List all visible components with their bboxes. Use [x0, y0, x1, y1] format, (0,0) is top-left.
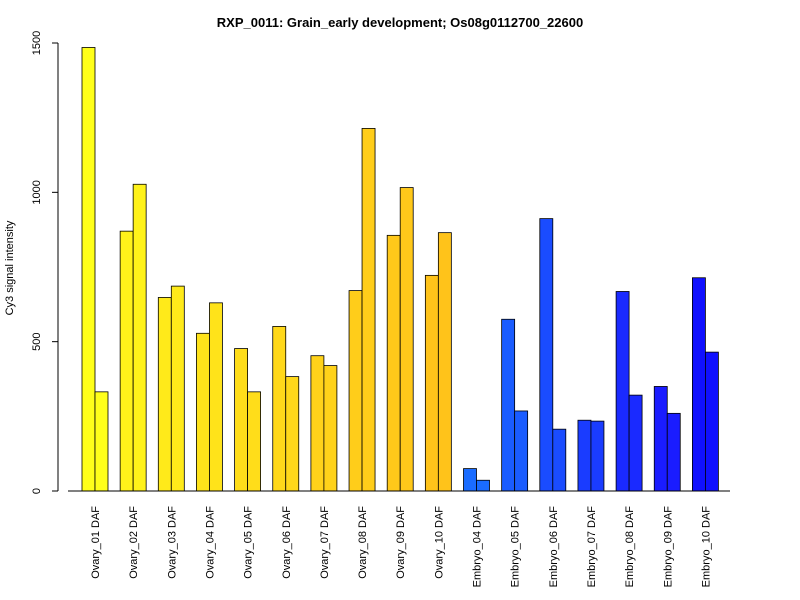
bar-3-series-1: [157, 297, 172, 492]
bar-6-series-2: [285, 376, 300, 492]
y-axis-label: Cy3 signal intensity: [4, 220, 16, 315]
bar-8-series-2: [361, 128, 376, 492]
bar-15-series-2: [628, 394, 643, 492]
x-tick-label: Embryo_04 DAF: [472, 506, 484, 588]
bar-10-series-2: [437, 232, 452, 492]
chart-title: RXP_0011: Grain_early development; Os08g…: [217, 15, 583, 30]
bar-9-series-1: [386, 234, 401, 492]
y-axis: 0 500 1000 1500: [31, 31, 59, 494]
x-axis: Ovary_01 DAF Ovary_02 DAF Ovary_03 DAF Ovar…: [68, 490, 730, 588]
bar-17-series-1: [692, 277, 706, 492]
bar-6-series-1: [272, 326, 287, 492]
bar-3-series-2: [170, 285, 185, 492]
x-tick-label: Ovary_07 DAF: [319, 506, 331, 579]
bar-5-series-2: [247, 391, 262, 492]
x-tick-label: Embryo_07 DAF: [586, 506, 598, 588]
x-tick-label: Ovary_03 DAF: [166, 506, 178, 579]
bar-13-series-2: [552, 428, 567, 492]
bar-5-series-1: [234, 348, 249, 492]
x-tick-label: Ovary_08 DAF: [357, 506, 369, 579]
bar-10-series-1: [424, 274, 439, 492]
bar-7-series-1: [310, 355, 325, 492]
y-tick-label: 0: [31, 488, 43, 494]
x-tick-label: Embryo_09 DAF: [662, 506, 674, 588]
bar-12-series-1: [501, 318, 516, 492]
y-tick-label: 1000: [31, 180, 43, 204]
x-tick-label: Embryo_06 DAF: [548, 506, 560, 588]
bar-1-series-2: [94, 391, 109, 492]
x-tick-label: Ovary_04 DAF: [204, 506, 216, 579]
bar-8-series-1: [348, 290, 363, 492]
x-tick-label: Ovary_01 DAF: [90, 506, 102, 579]
bar-17-series-2: [705, 351, 719, 492]
x-tick-label: Ovary_09 DAF: [395, 506, 407, 579]
x-tick-label: Embryo_08 DAF: [624, 506, 636, 588]
bar-9-series-2: [399, 187, 414, 492]
bar-4-series-2: [209, 302, 223, 492]
bar-15-series-1: [615, 291, 630, 492]
x-tick-label: Embryo_05 DAF: [510, 506, 522, 588]
bar-16-series-2: [666, 412, 681, 492]
x-tick-label: Ovary_05 DAF: [243, 506, 255, 579]
bar-7-series-2: [323, 365, 338, 492]
bar-4-series-1: [196, 332, 210, 492]
bars-group: [81, 47, 719, 492]
bar-13-series-1: [539, 218, 554, 492]
bar-14-series-2: [590, 420, 605, 492]
bar-12-series-2: [514, 410, 529, 492]
bar-14-series-1: [577, 419, 592, 492]
x-tick-label: Embryo_10 DAF: [700, 506, 712, 588]
y-tick-label: 500: [31, 332, 43, 350]
bar-2-series-2: [132, 183, 147, 492]
x-tick-label: Ovary_06 DAF: [281, 506, 293, 579]
bar-16-series-1: [653, 386, 668, 492]
bar-11-series-1: [463, 468, 477, 492]
bar-11-series-2: [476, 479, 490, 492]
bar-2-series-1: [119, 230, 134, 492]
x-tick-label: Ovary_10 DAF: [433, 506, 445, 579]
bar-1-series-1: [81, 47, 96, 492]
x-tick-label: Ovary_02 DAF: [128, 506, 140, 579]
y-tick-label: 1500: [31, 31, 43, 55]
